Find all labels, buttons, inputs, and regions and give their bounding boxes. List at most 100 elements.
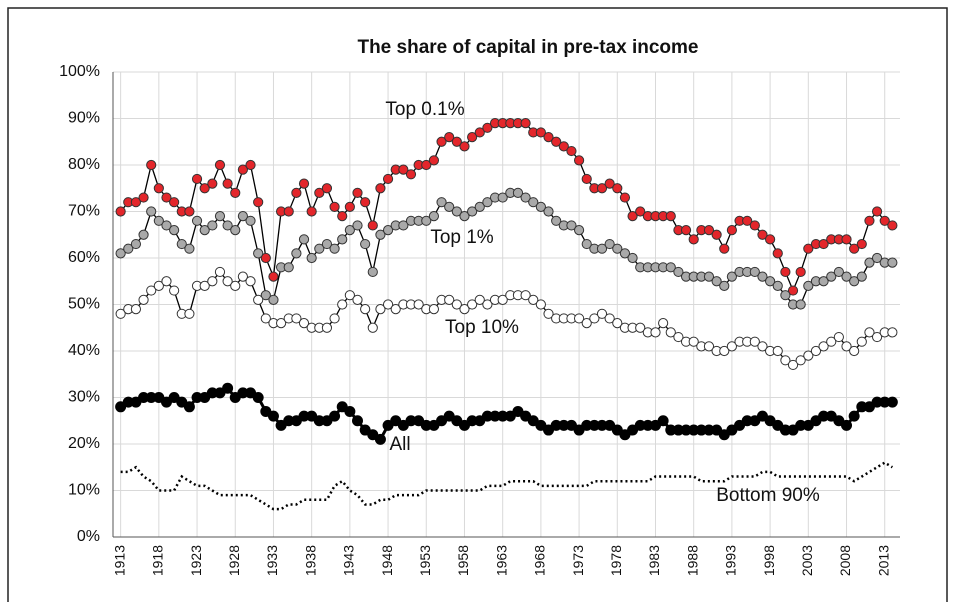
marker — [635, 206, 646, 217]
marker — [344, 290, 355, 301]
marker — [589, 313, 600, 324]
marker — [887, 220, 898, 231]
x-tick-label: 1928 — [226, 545, 242, 576]
y-tick-label: 70% — [68, 203, 100, 220]
marker — [367, 220, 378, 231]
series-label: Bottom 90% — [716, 485, 820, 506]
marker — [765, 276, 776, 287]
marker — [703, 271, 715, 282]
marker — [871, 252, 883, 264]
marker — [321, 238, 333, 250]
marker — [267, 410, 279, 422]
marker — [757, 271, 768, 282]
marker — [803, 280, 814, 291]
marker — [184, 206, 195, 217]
marker — [535, 201, 546, 212]
marker — [612, 243, 623, 254]
marker — [146, 206, 157, 217]
marker — [428, 155, 440, 166]
marker — [245, 215, 256, 226]
marker — [520, 290, 531, 301]
y-tick-label: 20% — [68, 435, 100, 452]
marker — [130, 197, 142, 208]
marker — [360, 238, 371, 250]
y-tick-label: 50% — [68, 296, 100, 313]
marker — [314, 187, 325, 198]
marker — [887, 327, 898, 338]
marker — [130, 238, 142, 250]
marker — [482, 299, 493, 310]
series-line — [120, 122, 893, 293]
marker — [222, 382, 234, 394]
marker — [161, 220, 172, 231]
marker — [222, 178, 233, 189]
marker — [298, 234, 310, 245]
marker — [497, 294, 508, 305]
marker — [245, 276, 256, 287]
marker — [543, 132, 554, 143]
marker — [856, 238, 867, 250]
marker — [298, 318, 310, 329]
x-tick-label: 1978 — [608, 545, 624, 576]
marker — [482, 197, 493, 208]
y-tick-label: 40% — [68, 342, 100, 359]
marker — [474, 201, 485, 212]
marker — [879, 215, 890, 226]
marker — [230, 225, 241, 236]
marker — [382, 299, 394, 310]
marker — [214, 159, 226, 171]
marker — [749, 336, 760, 347]
marker — [535, 299, 546, 310]
marker — [344, 201, 355, 212]
marker — [818, 238, 829, 250]
marker — [780, 355, 791, 366]
marker — [658, 318, 669, 329]
marker — [191, 215, 203, 226]
marker — [512, 187, 524, 198]
marker — [558, 141, 569, 152]
y-tick-label: 10% — [68, 482, 100, 499]
marker — [459, 304, 470, 315]
marker — [864, 257, 875, 268]
marker — [352, 187, 363, 198]
marker — [360, 197, 371, 208]
x-tick-label: 1913 — [111, 545, 127, 576]
marker — [146, 285, 157, 296]
marker — [367, 266, 378, 278]
marker — [176, 238, 187, 250]
marker — [657, 415, 669, 427]
marker — [528, 294, 539, 305]
marker — [765, 234, 776, 245]
marker — [199, 225, 210, 236]
marker — [214, 211, 226, 222]
marker — [719, 280, 730, 291]
marker — [153, 215, 164, 226]
marker — [398, 220, 409, 231]
series-label: Top 0.1% — [385, 99, 464, 120]
marker — [619, 192, 631, 203]
x-tick-label: 1998 — [761, 545, 777, 576]
marker — [849, 345, 860, 357]
marker — [688, 336, 699, 347]
marker — [352, 220, 363, 231]
marker — [726, 225, 738, 236]
marker — [841, 341, 852, 352]
marker — [207, 276, 218, 287]
marker — [444, 132, 455, 143]
marker — [237, 211, 248, 222]
y-tick-label: 80% — [68, 156, 100, 173]
marker — [260, 313, 271, 324]
marker — [459, 141, 470, 152]
marker — [207, 178, 218, 189]
frame — [7, 7, 948, 602]
marker — [856, 271, 867, 282]
marker — [291, 248, 302, 259]
marker — [849, 276, 860, 287]
marker — [749, 220, 760, 231]
marker — [833, 266, 844, 278]
marker — [581, 318, 592, 329]
marker — [230, 280, 241, 291]
marker — [787, 285, 799, 296]
marker — [719, 345, 730, 357]
marker — [673, 331, 684, 343]
